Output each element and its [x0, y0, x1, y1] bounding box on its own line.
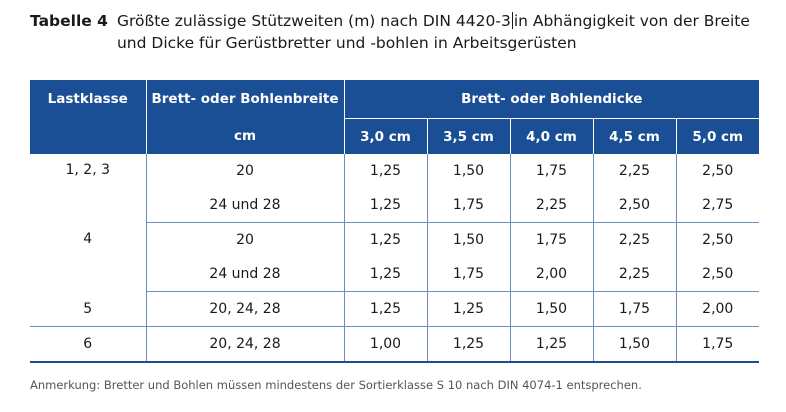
cell-value: 2,75 — [676, 188, 760, 223]
header-dicke: Brett- oder Bohlendicke — [344, 80, 760, 119]
cell-value: 1,75 — [510, 222, 594, 257]
cell-value: 1,50 — [510, 291, 594, 327]
table-row: 5 20, 24, 28 1,25 1,25 1,50 1,75 2,00 — [30, 291, 760, 327]
table-row: 6 20, 24, 28 1,00 1,25 1,25 1,50 1,75 — [30, 326, 760, 363]
header-dicke-2: 4,0 cm — [509, 118, 593, 154]
cell-breite: 24 und 28 — [146, 257, 345, 292]
cell-value: 1,50 — [593, 326, 677, 363]
header-breite-unit: cm — [146, 118, 345, 154]
cell-value: 1,75 — [676, 326, 760, 363]
cell-value: 2,50 — [702, 163, 734, 179]
cell-lastklasse: 5 — [30, 291, 147, 327]
header-dicke-0: 3,0 cm — [344, 118, 427, 154]
cell-value: 2,50 — [593, 188, 677, 223]
cell-value: 1,50 — [427, 222, 511, 257]
table-row: 4 20 1,25 1,50 1,75 2,25 2,50 — [30, 222, 759, 292]
cell-value: 2,25 — [593, 222, 677, 257]
cell-value: 1,25 — [427, 291, 511, 327]
text-cursor — [511, 12, 513, 29]
cell-value: 1,25 — [344, 291, 428, 327]
cell-value: 2,25 — [593, 154, 677, 188]
cell-breite: 20, 24, 28 — [146, 326, 345, 363]
table-row: 1, 2, 3 20 1,25 1,50 1,75 2,25 2,50 — [30, 154, 759, 223]
header-dicke-4: 5,0 cm — [675, 118, 760, 154]
cell-value: 1,75 — [510, 154, 594, 188]
header-lastklasse-empty — [30, 118, 147, 154]
cell-value: 1,75 — [427, 188, 511, 223]
cell-value: 2,00 — [676, 291, 760, 327]
header-row-1: Lastklasse Brett- oder Bohlenbreite Bret… — [30, 80, 760, 119]
cell-value: 1,25 — [427, 326, 511, 363]
cell-value: 1,25 — [344, 257, 428, 292]
cell-lastklasse: 1, 2, 3 — [30, 154, 147, 223]
cell-value: 1,75 — [427, 257, 511, 292]
cell-value: 1,25 — [344, 188, 428, 223]
cell-value: 1,25 — [344, 222, 428, 257]
header-row-2: cm 3,0 cm 3,5 cm 4,0 cm 4,5 cm 5,0 cm — [30, 118, 760, 154]
table-row: 24 und 28 1,25 1,75 2,25 2,50 2,75 — [30, 188, 760, 223]
cell-value: 2,50 — [702, 232, 734, 248]
header-lastklasse: Lastklasse — [30, 80, 147, 119]
cell-lastklasse: 6 — [30, 326, 147, 363]
table-row: 24 und 28 1,25 1,75 2,00 2,25 2,50 — [30, 257, 760, 292]
header-breite: Brett- oder Bohlenbreite — [146, 80, 345, 119]
cell-value: 2,00 — [510, 257, 594, 292]
cell-breite: 24 und 28 — [146, 188, 345, 223]
cell-value: 2,50 — [676, 257, 760, 292]
span-table: Lastklasse Brett- oder Bohlenbreite Bret… — [30, 80, 760, 363]
cell-value: 1,50 — [427, 154, 511, 188]
cell-breite: 20 — [146, 222, 345, 257]
caption-text-part-2: in Abhängigkeit von der Breite und Dicke… — [116, 12, 750, 52]
caption-text-part-1: Größte zulässige Stützweiten (m) nach DI… — [116, 12, 511, 30]
caption-label: Tabelle 4 — [30, 12, 108, 30]
cell-value: 2,25 — [593, 257, 677, 292]
table-note: Anmerkung: Bretter und Bohlen müssen min… — [30, 378, 642, 392]
cell-value: 1,25 — [510, 326, 594, 363]
header-dicke-3: 4,5 cm — [592, 118, 676, 154]
cell-breite: 20, 24, 28 — [146, 291, 345, 327]
cell-value: 2,25 — [510, 188, 594, 223]
cell-value: 1,75 — [593, 291, 677, 327]
header-dicke-1: 3,5 cm — [426, 118, 510, 154]
cell-lastklasse: 4 — [30, 222, 147, 292]
caption-text: Größte zulässige Stützweiten (m) nach DI… — [117, 10, 770, 54]
cell-value: 1,00 — [344, 326, 428, 363]
table-caption: Tabelle 4 Größte zulässige Stützweiten (… — [30, 10, 770, 54]
cell-value: 1,25 — [344, 154, 428, 188]
cell-breite: 20 — [146, 154, 345, 188]
